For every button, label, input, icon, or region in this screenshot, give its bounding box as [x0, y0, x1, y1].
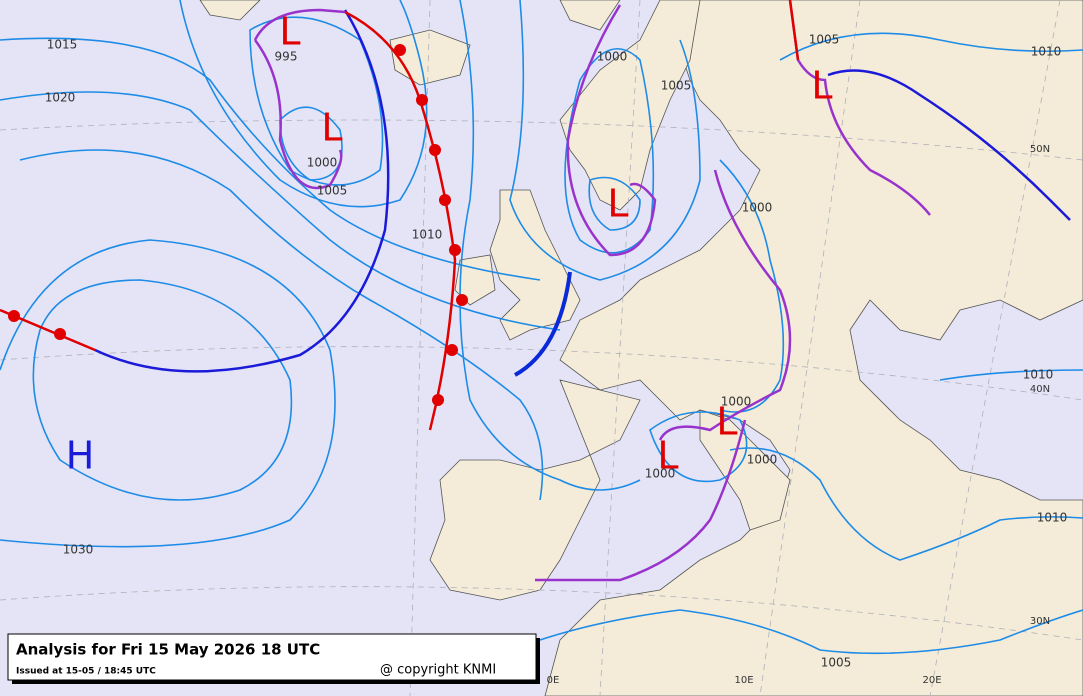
longitude-label: 20E: [922, 675, 941, 686]
caption-issued: Issued at 15-05 / 18:45 UTC: [16, 667, 156, 677]
warm-front-symbols: [394, 44, 468, 406]
isobar-label: 1000: [597, 50, 628, 64]
low-center: L: [716, 400, 737, 444]
caption-copyright: @ copyright KNMI: [380, 663, 496, 678]
grid-labels: 50N 40N 30N 0E 10E 20E: [547, 144, 1050, 686]
cold-front: [514, 271, 572, 377]
britain: [489, 189, 581, 341]
isobar-label: 1030: [63, 543, 94, 557]
low-center: L: [279, 10, 300, 54]
isobar-label: 1010: [1031, 45, 1062, 59]
caption-box: Analysis for Fri 15 May 2026 18 UTC Issu…: [7, 633, 540, 684]
latitude-label: 40N: [1030, 384, 1050, 395]
scandinavia: [559, 0, 701, 211]
isobar-label: 1000: [747, 453, 778, 467]
high-center: H: [66, 434, 95, 478]
fronts: [0, 0, 1071, 582]
occluded-front: [788, 0, 931, 216]
low-center: L: [607, 182, 628, 226]
ireland: [454, 254, 496, 306]
greenland: [199, 0, 621, 31]
isobar-label: 1005: [317, 184, 348, 198]
caption-background: [7, 633, 537, 681]
isobar-label: 995: [275, 50, 298, 64]
longitude-label: 10E: [734, 675, 753, 686]
cold-front: [94, 9, 390, 373]
isobar-label: 1000: [645, 467, 676, 481]
occluded-front: [253, 8, 346, 190]
isobar-labels: 1015 1020 995 1000 1005 1010 1000 1005 1…: [45, 33, 1068, 670]
low-center: L: [657, 434, 678, 478]
isobar-label: 1005: [809, 33, 840, 47]
warm-front: [788, 0, 800, 61]
isobars: [0, 0, 1083, 655]
low-center: L: [321, 106, 342, 150]
iberia: [429, 379, 641, 601]
isobar-label: 1015: [47, 38, 78, 52]
iceland: [389, 29, 471, 86]
isobar-label: 1000: [307, 156, 338, 170]
caption-title: Analysis for Fri 15 May 2026 18 UTC: [16, 641, 320, 659]
latitude-label: 50N: [1030, 144, 1050, 155]
latitude-label: 30N: [1030, 616, 1050, 627]
longitude-label: 0E: [547, 675, 560, 686]
warm-front-symbol: [54, 328, 66, 340]
occluded-front: [566, 4, 657, 257]
isobar-label: 1005: [821, 656, 852, 670]
warm-front-symbol: [8, 310, 20, 322]
isobar-label: 1005: [661, 79, 692, 93]
warm-front: [344, 10, 457, 431]
low-center: L: [811, 64, 832, 108]
isobar-label: 1010: [412, 228, 443, 242]
isobar-label: 1000: [721, 395, 752, 409]
land: [199, 0, 1083, 696]
pressure-centers: L L L L L L H: [66, 10, 833, 478]
cold-front: [827, 69, 1071, 221]
occluded-front: [535, 169, 792, 582]
isobar-label: 1010: [1023, 368, 1054, 382]
isobar-label: 1010: [1037, 511, 1068, 525]
isobar-label: 1000: [742, 201, 773, 215]
isobar-label: 1020: [45, 91, 76, 105]
